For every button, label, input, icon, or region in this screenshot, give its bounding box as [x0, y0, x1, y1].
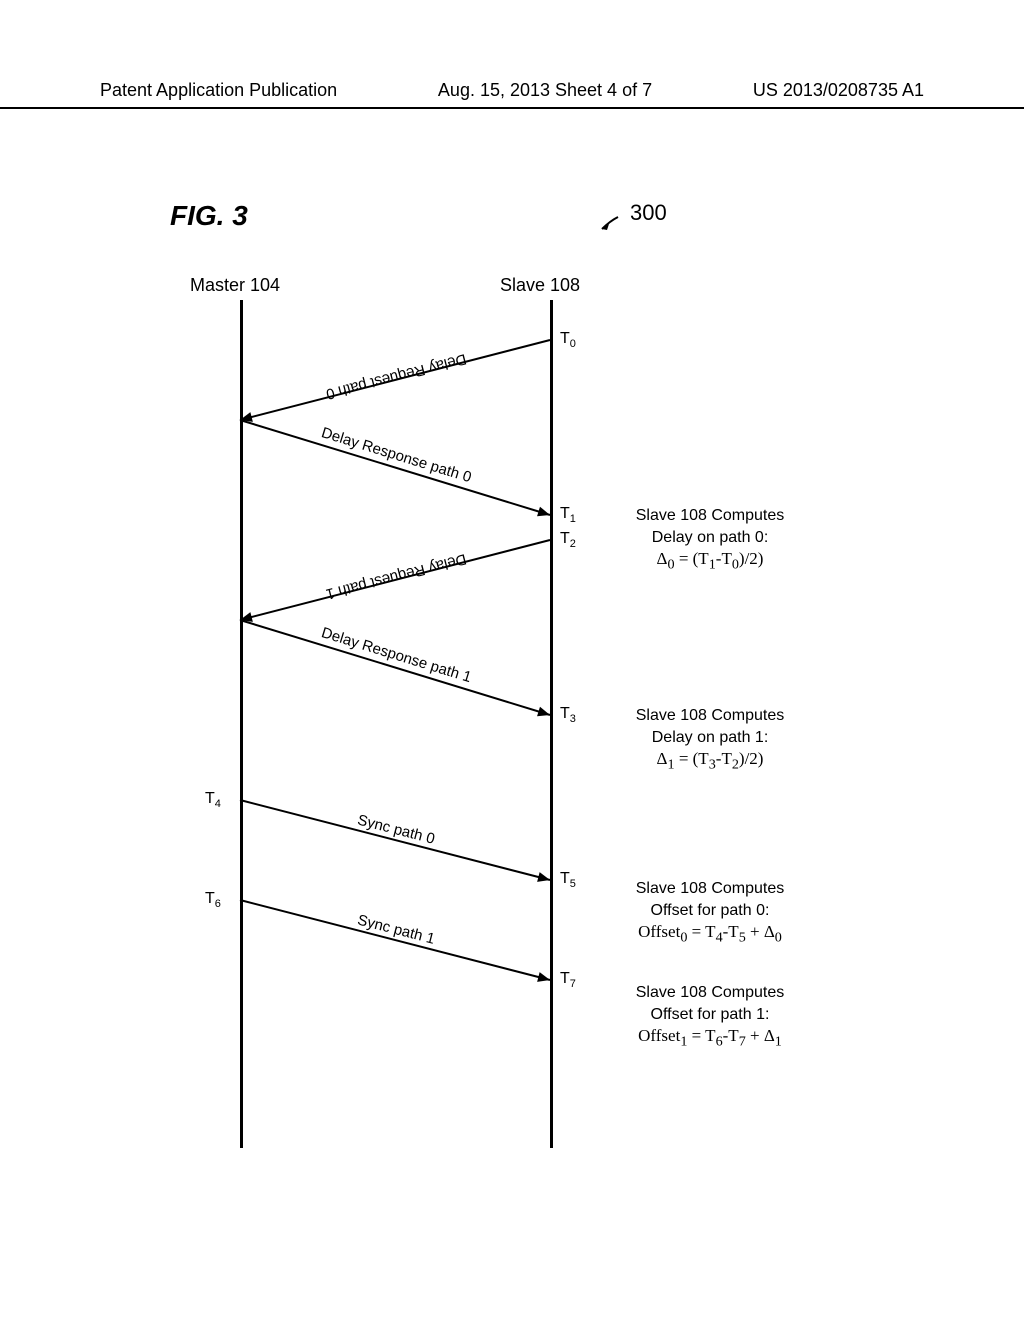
computation-note-a3: Slave 108 ComputesOffset for path 1:Offs…	[600, 982, 820, 1052]
arrowhead-icon	[537, 707, 550, 717]
message-label: Delay Response path 1	[319, 624, 473, 686]
sequence-diagram: Master 104 Slave 108 Delay Request path …	[170, 260, 920, 1160]
timestamp-t4: T4	[205, 790, 221, 810]
message-label: Delay Response path 0	[319, 424, 473, 486]
message-line	[240, 620, 550, 715]
pub-date: Aug. 15, 2013 Sheet 4 of 7	[438, 80, 652, 101]
master-column-label: Master 104	[190, 275, 280, 296]
page-header: Patent Application Publication Aug. 15, …	[0, 80, 1024, 109]
note-line: Offset for path 1:	[600, 1004, 820, 1026]
note-formula: Offset0 = T4-T5 + Δ0	[600, 921, 820, 948]
computation-note-a2: Slave 108 ComputesOffset for path 0:Offs…	[600, 878, 820, 948]
note-line: Slave 108 Computes	[600, 982, 820, 1004]
timestamp-t7: T7	[560, 970, 576, 990]
figure-ref-number: 300	[630, 200, 667, 226]
message-line	[240, 800, 550, 880]
pub-type: Patent Application Publication	[100, 80, 337, 101]
timestamp-t2: T2	[560, 530, 576, 550]
timestamp-t5: T5	[560, 870, 576, 890]
note-formula: Offset1 = T6-T7 + Δ1	[600, 1025, 820, 1052]
ref-arrow-icon	[600, 215, 630, 235]
timestamp-t3: T3	[560, 705, 576, 725]
message-line	[240, 420, 550, 515]
message-line	[240, 900, 550, 980]
message-arrows: Delay Request path 0 Delay Response path …	[240, 300, 552, 1148]
note-line: Slave 108 Computes	[600, 878, 820, 900]
timestamp-t0: T0	[560, 330, 576, 350]
note-line: Offset for path 0:	[600, 900, 820, 922]
message-label: Delay Request path 0	[324, 350, 468, 403]
message-label: Delay Request path 1	[324, 550, 468, 603]
pub-number: US 2013/0208735 A1	[753, 80, 924, 101]
header-row: Patent Application Publication Aug. 15, …	[0, 80, 1024, 101]
note-line: Slave 108 Computes	[600, 705, 820, 727]
figure-label: FIG. 3	[170, 200, 248, 232]
slave-column-label: Slave 108	[500, 275, 580, 296]
timestamp-t1: T1	[560, 505, 576, 525]
message-label: Sync path 1	[356, 912, 437, 948]
message-label: Sync path 0	[356, 812, 437, 848]
arrowhead-icon	[537, 507, 550, 517]
note-line: Delay on path 1:	[600, 727, 820, 749]
note-line: Delay on path 0:	[600, 527, 820, 549]
timestamp-t6: T6	[205, 890, 221, 910]
note-formula: Δ0 = (T1-T0)/2)	[600, 548, 820, 575]
computation-note-a1: Slave 108 ComputesDelay on path 1:Δ1 = (…	[600, 705, 820, 775]
note-formula: Δ1 = (T3-T2)/2)	[600, 748, 820, 775]
note-line: Slave 108 Computes	[600, 505, 820, 527]
computation-note-a0: Slave 108 ComputesDelay on path 0:Δ0 = (…	[600, 505, 820, 575]
